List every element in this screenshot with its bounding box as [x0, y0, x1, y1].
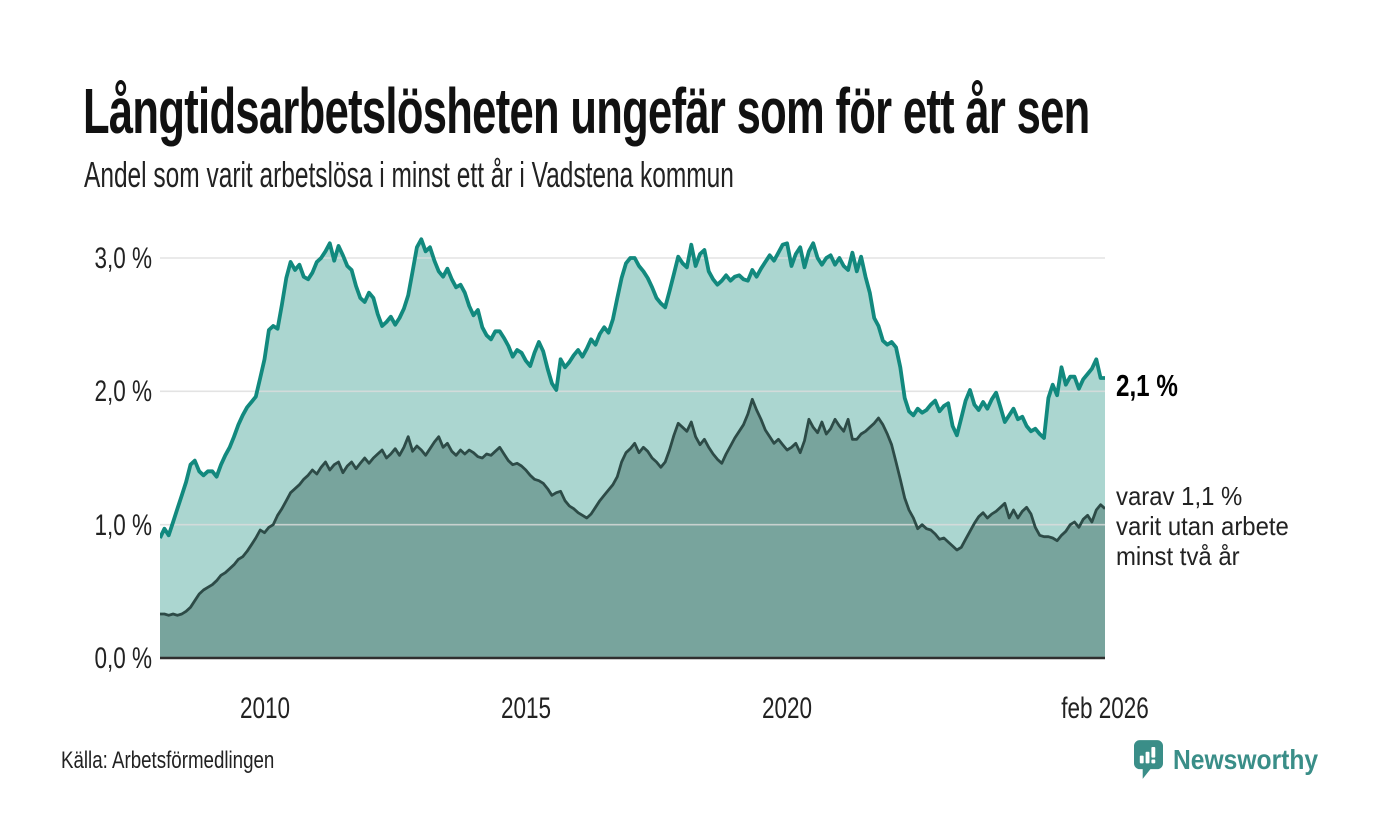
x-tick-feb-2026: feb 2026 [1061, 692, 1149, 725]
two-year-annotation-line2: varit utan arbete [1116, 511, 1289, 541]
bar-chart-pin-icon [1134, 740, 1164, 779]
source-caption: Källa: Arbetsförmedlingen [61, 747, 275, 774]
x-tick-2020: 2020 [762, 692, 813, 725]
two-year-annotation-line1: varav 1,1 % [1116, 481, 1243, 511]
y-tick-2: 2,0 % [94, 375, 152, 409]
y-tick-0: 0,0 % [94, 642, 152, 675]
two-year-annotation-line3: minst två år [1116, 541, 1240, 571]
y-tick-1: 1,0 % [94, 508, 152, 542]
latest-value-label: 2,1 % [1116, 368, 1178, 403]
two-year-annotation: varav 1,1 % varit utan arbete minst två … [1116, 481, 1289, 571]
area-chart [160, 237, 1105, 660]
x-tick-2015: 2015 [500, 692, 551, 725]
page-subtitle: Andel som varit arbetslösa i minst ett å… [84, 154, 734, 195]
x-tick-2010: 2010 [239, 692, 290, 725]
newsworthy-wordmark: Newsworthy [1173, 744, 1319, 775]
area-min-two-years [160, 399, 1105, 658]
line-min-one-year [160, 237, 1105, 539]
line-min-two-years [160, 397, 1105, 617]
page-title: Långtidsarbetslösheten ungefär som för e… [83, 75, 1090, 147]
y-tick-3: 3,0 % [94, 242, 152, 275]
newsworthy-logo: Newsworthy [1134, 740, 1338, 780]
